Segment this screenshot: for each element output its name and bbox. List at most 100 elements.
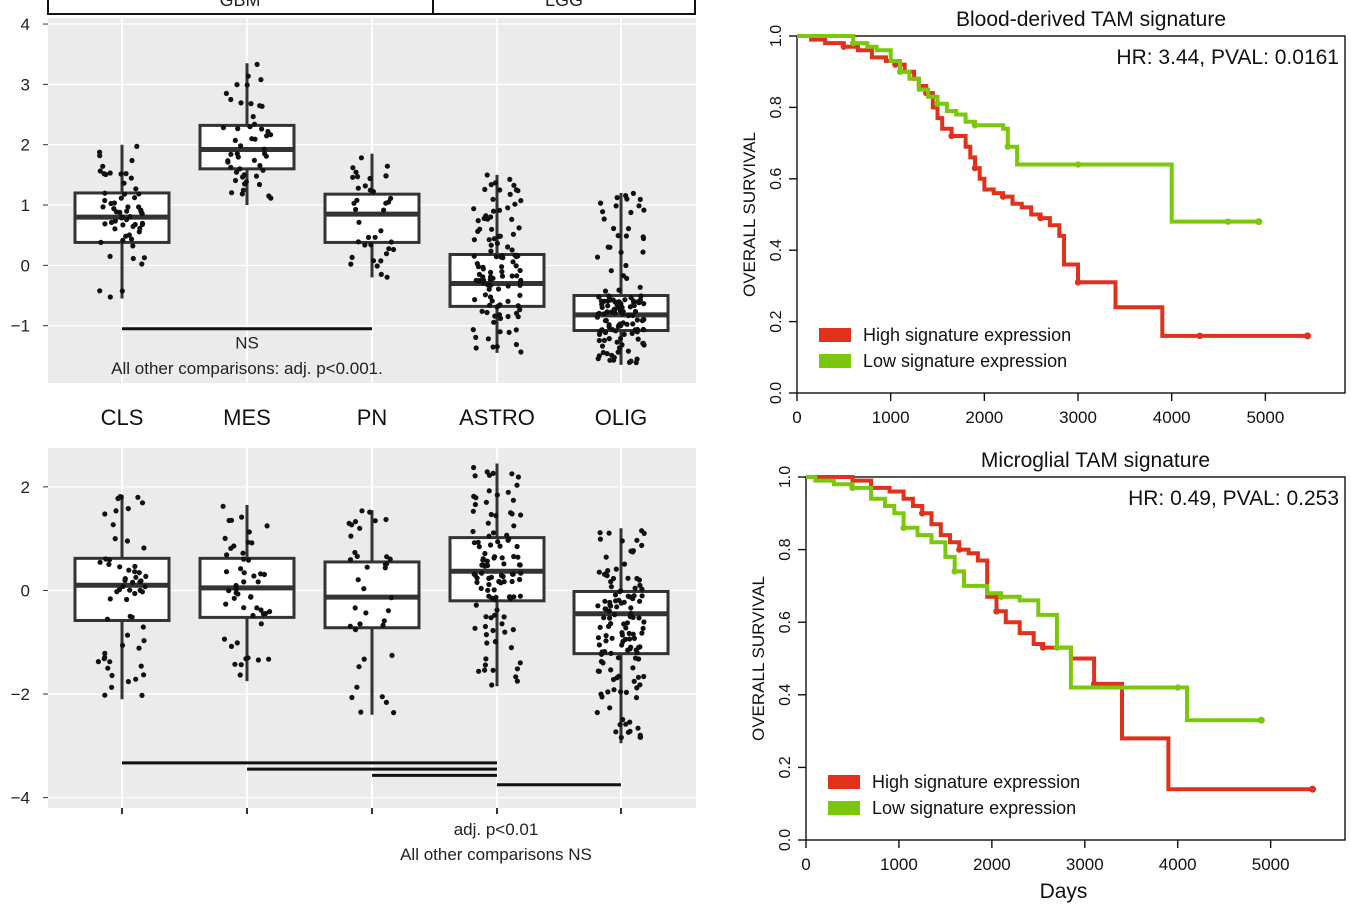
- top-boxplot-point: [100, 204, 106, 210]
- bottom-boxplot-point: [487, 542, 494, 548]
- top-boxplot-point: [623, 193, 629, 199]
- km-bottom-censor-mark: [1308, 785, 1316, 793]
- top-boxplot-point: [497, 187, 503, 193]
- strip-lgg: [432, 0, 696, 15]
- bottom-boxplot-point: [473, 495, 479, 501]
- bottom-boxplot-point: [132, 569, 138, 575]
- bottom-boxplot-point: [348, 533, 354, 539]
- bottom-boxplot-point: [113, 508, 119, 514]
- top-boxplot-point: [97, 288, 103, 294]
- top-boxplot-point: [513, 263, 519, 269]
- top-boxplot-point: [356, 219, 362, 225]
- ns-label: NS: [235, 334, 259, 353]
- top-boxplot-point: [490, 208, 497, 214]
- bottom-boxplot-point: [95, 659, 101, 665]
- bottom-boxplot-point: [241, 556, 247, 562]
- top-boxplot-point: [630, 298, 637, 304]
- bottom-boxplot-point: [617, 722, 623, 728]
- top-boxplot-point: [384, 274, 390, 280]
- bottom-boxplot-point: [484, 558, 490, 564]
- bottom-boxplot-point: [224, 552, 230, 558]
- bottom-boxplot-point: [258, 607, 264, 613]
- bottom-boxplot-point: [356, 664, 362, 670]
- top-boxplot-point: [264, 133, 270, 139]
- top-boxplot-point: [251, 121, 258, 127]
- km-top-censor-mark: [1074, 161, 1082, 168]
- bottom-boxplot-point: [109, 684, 115, 690]
- bottom-boxplot-point: [495, 539, 501, 545]
- top-boxplot-point: [626, 359, 633, 365]
- bottom-boxplot-point: [597, 536, 604, 542]
- top-boxplot-point: [477, 277, 483, 284]
- top-boxplot-point: [492, 180, 499, 186]
- top-boxplot-point: [353, 169, 359, 175]
- bottom-boxplot-point: [352, 605, 358, 611]
- top-boxplot-point: [603, 317, 609, 324]
- top-boxplot-point: [488, 248, 494, 254]
- km-top-ytick-label: 0.8: [768, 96, 785, 118]
- bottom-boxplot-point: [509, 471, 515, 477]
- top-boxplot-point: [372, 234, 378, 240]
- km-bottom-legend-label: Low signature expression: [872, 798, 1076, 818]
- bottom-boxplot-point: [223, 601, 229, 607]
- bottom-boxplot-point: [267, 609, 273, 615]
- bottom-boxplot-point: [486, 581, 492, 588]
- top-boxplot-point: [633, 360, 639, 366]
- bottom-boxplot-point: [621, 561, 628, 567]
- top-boxplot-point: [102, 221, 108, 227]
- bottom-boxplot-point: [482, 667, 488, 673]
- top-boxplot-point: [97, 168, 103, 174]
- top-boxplot-point: [374, 263, 380, 269]
- top-boxplot-point: [514, 273, 520, 279]
- top-boxplot-point: [121, 180, 127, 186]
- km-bottom-censor-mark: [849, 484, 856, 492]
- top-boxplot-point: [103, 171, 109, 178]
- top-boxplot-point: [599, 343, 606, 349]
- km-top-title: Blood-derived TAM signature: [956, 8, 1226, 31]
- km-bottom-ytick-label: 0.8: [777, 538, 794, 560]
- top-boxplot-point: [238, 143, 244, 149]
- bottom-boxplot-point: [486, 533, 492, 539]
- bottom-boxplot-point: [238, 662, 244, 668]
- top-boxplot-point: [627, 304, 633, 310]
- top-boxplot-point: [517, 292, 523, 298]
- top-boxplot-point: [606, 336, 612, 342]
- top-boxplot-point: [600, 209, 606, 215]
- bottom-boxplot-point: [103, 556, 109, 562]
- top-boxplot-point: [351, 200, 357, 206]
- top-boxplot-point: [490, 196, 496, 202]
- top-boxplot-point: [505, 298, 511, 304]
- top-boxplot-point: [641, 342, 647, 348]
- top-boxplot-point: [126, 232, 132, 238]
- bottom-boxplot-point: [514, 678, 521, 684]
- strip-label-lgg: LGG: [545, 0, 583, 10]
- bottom-boxplot-point: [614, 604, 620, 610]
- bottom-boxplot-point: [611, 687, 617, 693]
- bottom-boxplot-point: [488, 615, 494, 621]
- bottom-boxplot-point: [518, 570, 524, 576]
- bottom-boxplot-point: [139, 692, 145, 699]
- bottom-boxplot-point: [481, 562, 487, 568]
- top-boxplot-point: [594, 314, 601, 320]
- top-boxplot-point: [132, 195, 138, 201]
- top-boxplot-point: [499, 253, 505, 259]
- bottom-boxplot-point: [634, 685, 640, 691]
- bottom-boxplot-point: [515, 474, 522, 480]
- bottom-boxplot-point: [633, 695, 640, 701]
- top-boxplot-point: [257, 103, 263, 109]
- top-boxplot-point: [261, 146, 267, 152]
- top-boxplot-point: [513, 310, 520, 316]
- bottom-boxplot-point: [637, 598, 643, 604]
- bottom-boxplot-point: [598, 691, 604, 697]
- bottom-boxplot-point: [349, 522, 355, 528]
- bottom-boxplot-point: [349, 694, 355, 701]
- top-boxplot-point: [250, 114, 256, 120]
- top-boxplot-point: [234, 151, 240, 157]
- km-bottom-ytick-label: 1.0: [777, 466, 794, 488]
- top-boxplot-point: [350, 174, 356, 180]
- top-boxplot-point: [130, 255, 136, 262]
- top-boxplot-point: [509, 247, 515, 253]
- bottom-boxplot-point: [490, 470, 496, 476]
- top-boxplot-point: [130, 243, 136, 249]
- top-boxplot-point: [499, 264, 505, 270]
